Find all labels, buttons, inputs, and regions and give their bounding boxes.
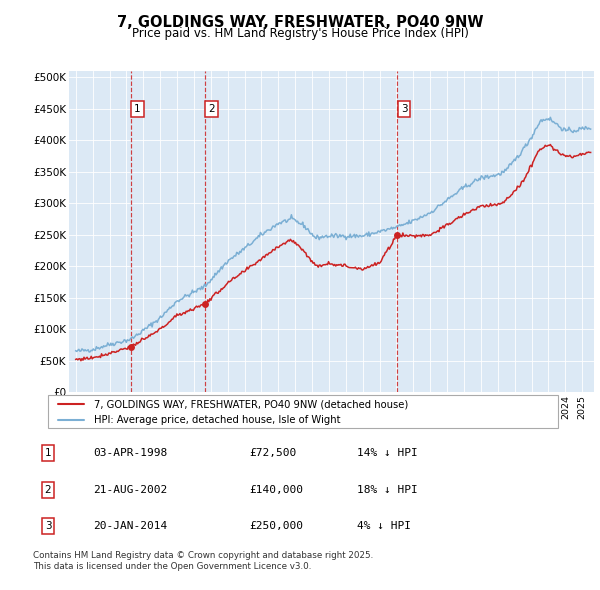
Text: 1: 1 (134, 104, 140, 114)
Text: 2: 2 (208, 104, 215, 114)
Text: 7, GOLDINGS WAY, FRESHWATER, PO40 9NW: 7, GOLDINGS WAY, FRESHWATER, PO40 9NW (117, 15, 483, 30)
Text: 1: 1 (44, 448, 52, 458)
Text: Contains HM Land Registry data © Crown copyright and database right 2025.: Contains HM Land Registry data © Crown c… (33, 552, 373, 560)
Text: £140,000: £140,000 (249, 485, 303, 494)
Text: HPI: Average price, detached house, Isle of Wight: HPI: Average price, detached house, Isle… (94, 415, 340, 425)
Text: 20-JAN-2014: 20-JAN-2014 (93, 522, 167, 531)
Text: This data is licensed under the Open Government Licence v3.0.: This data is licensed under the Open Gov… (33, 562, 311, 571)
Text: 3: 3 (44, 522, 52, 531)
Text: Price paid vs. HM Land Registry's House Price Index (HPI): Price paid vs. HM Land Registry's House … (131, 27, 469, 40)
Text: 21-AUG-2002: 21-AUG-2002 (93, 485, 167, 494)
Text: 03-APR-1998: 03-APR-1998 (93, 448, 167, 458)
Text: 2: 2 (44, 485, 52, 494)
FancyBboxPatch shape (48, 395, 558, 428)
Text: 7, GOLDINGS WAY, FRESHWATER, PO40 9NW (detached house): 7, GOLDINGS WAY, FRESHWATER, PO40 9NW (d… (94, 399, 408, 409)
Text: 14% ↓ HPI: 14% ↓ HPI (357, 448, 418, 458)
Text: £72,500: £72,500 (249, 448, 296, 458)
Text: 3: 3 (401, 104, 407, 114)
Text: 4% ↓ HPI: 4% ↓ HPI (357, 522, 411, 531)
Text: £250,000: £250,000 (249, 522, 303, 531)
Text: 18% ↓ HPI: 18% ↓ HPI (357, 485, 418, 494)
